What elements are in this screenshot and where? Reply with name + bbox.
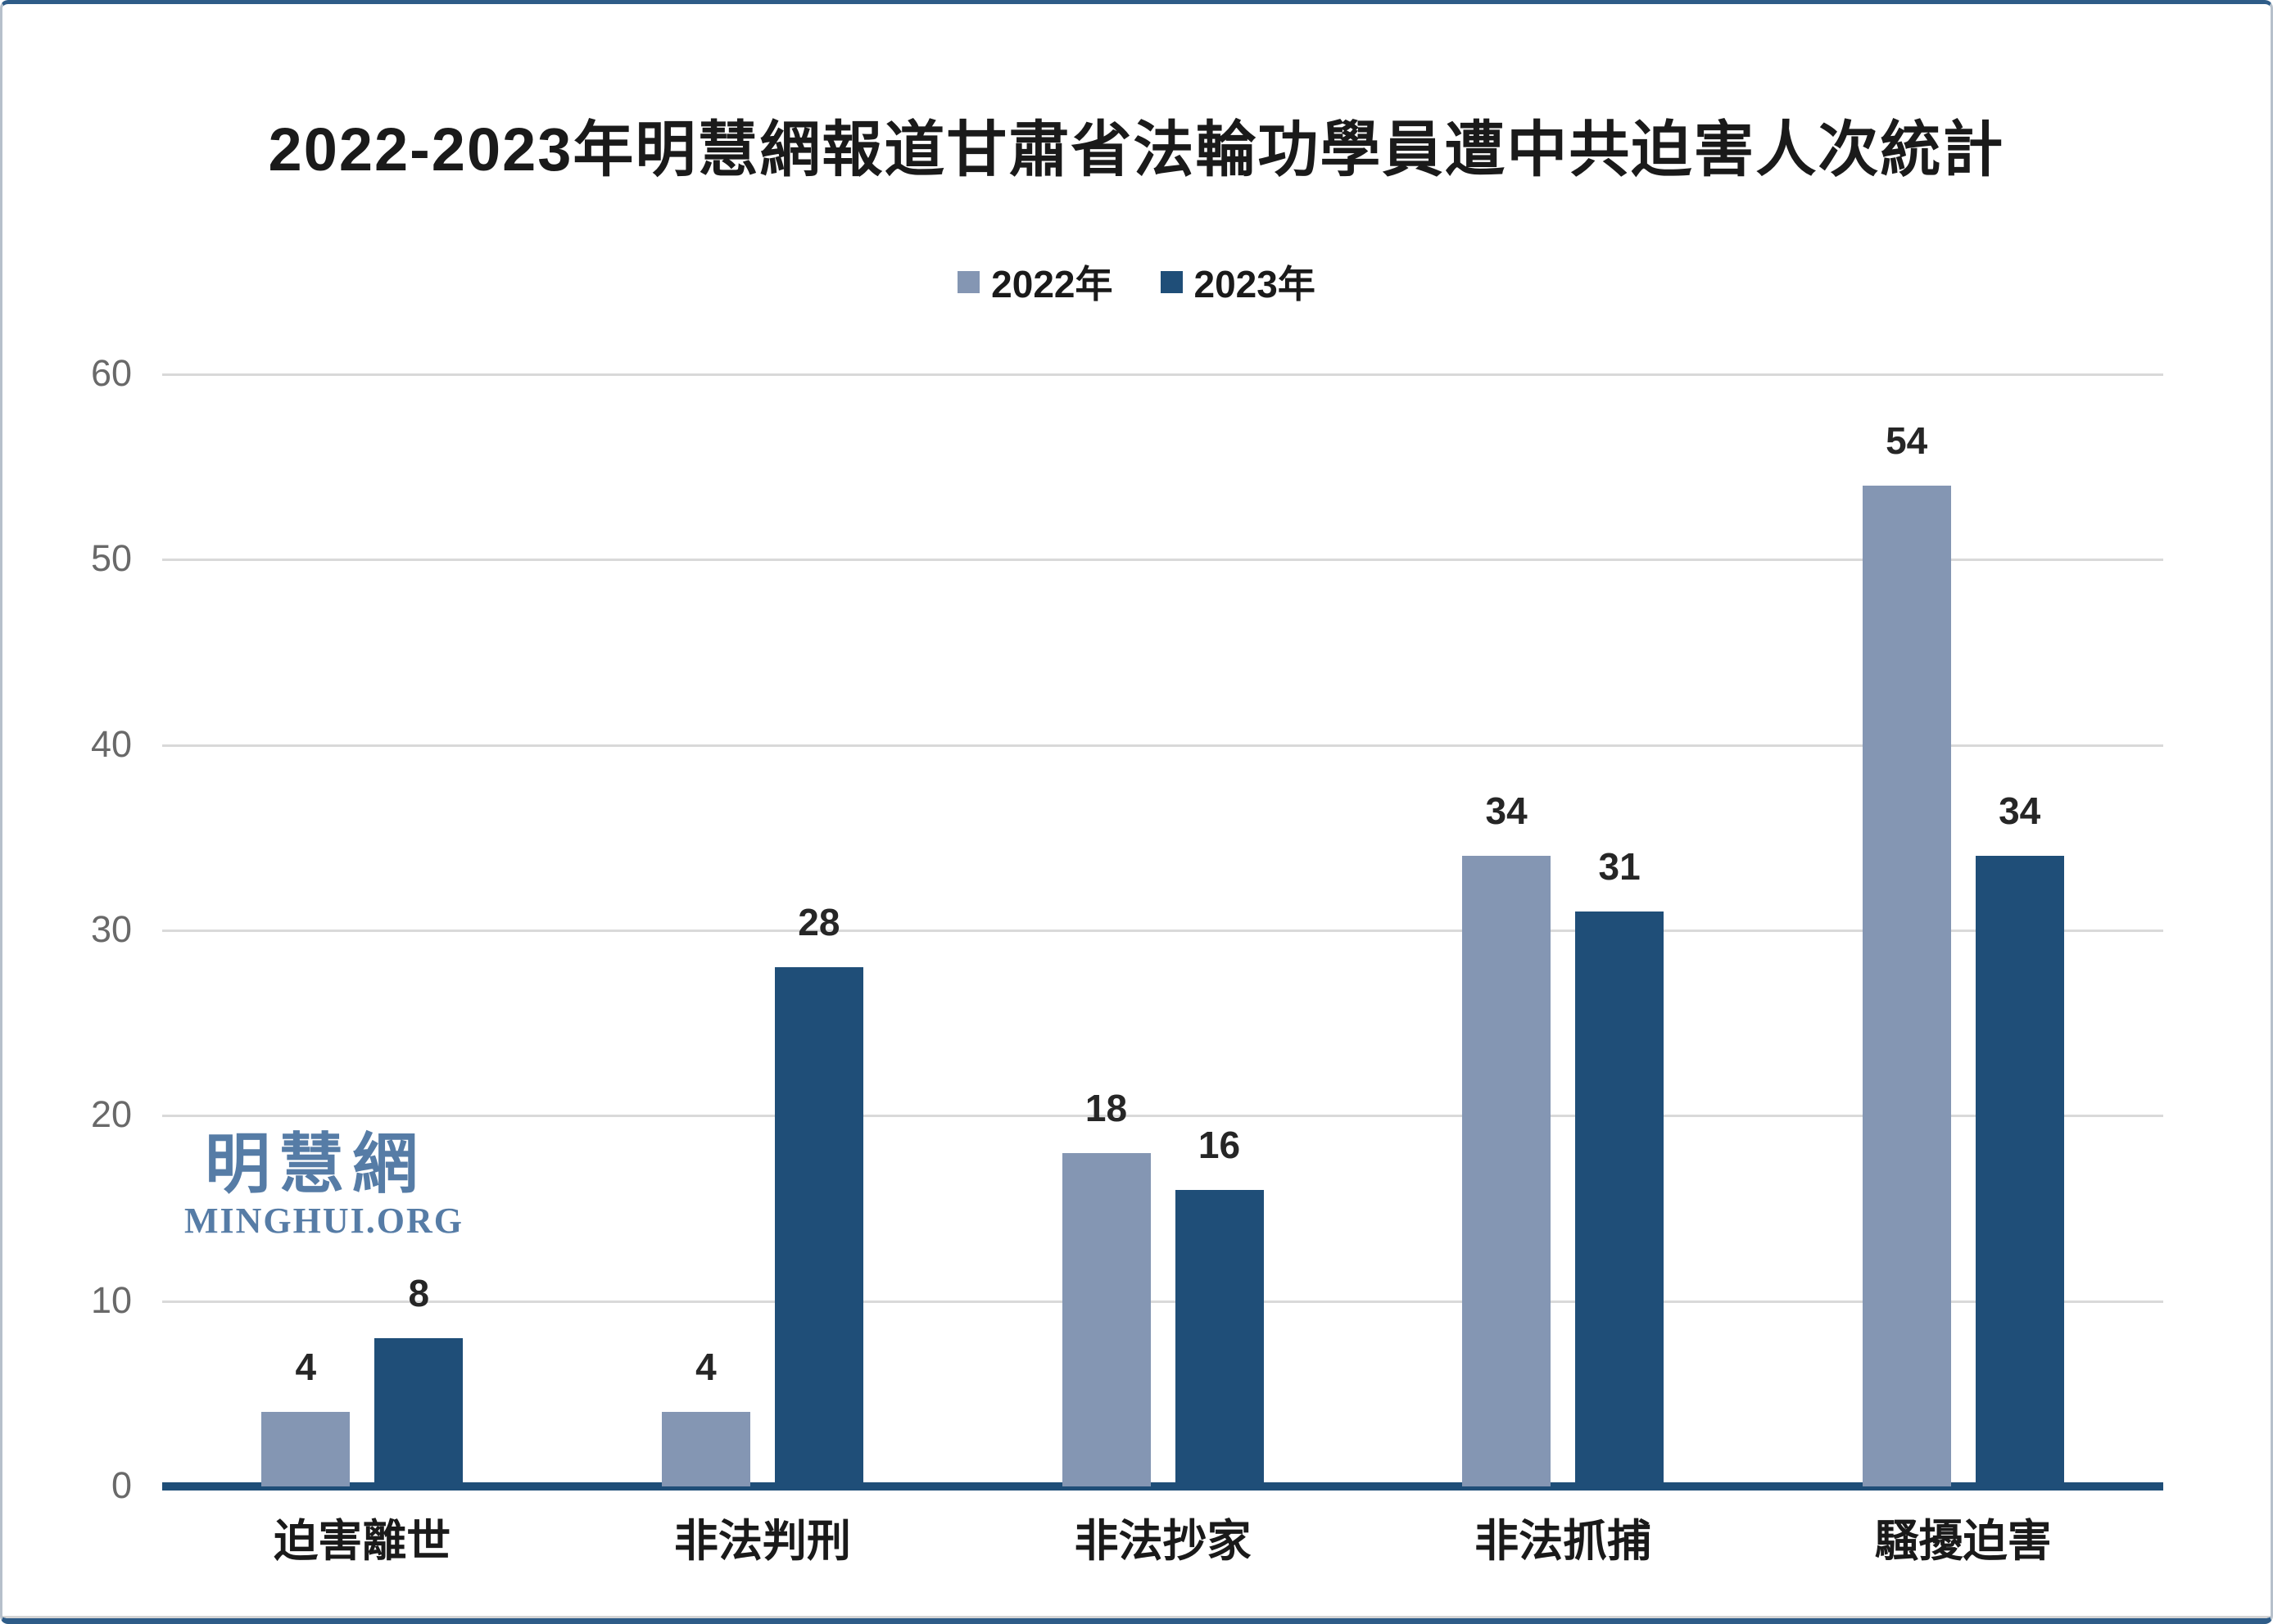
gridline [162, 373, 2163, 376]
gridline [162, 1115, 2163, 1118]
gridline [162, 744, 2163, 747]
bar-2022年-騷擾迫害 [1862, 485, 1951, 1486]
y-axis-tick-label: 60 [90, 352, 132, 394]
legend-label: 2023年 [1193, 263, 1315, 305]
x-axis-line [162, 1482, 2163, 1491]
bar-value-label: 4 [295, 1346, 317, 1389]
category-label: 迫害離世 [274, 1517, 451, 1566]
bar-2022年-迫害離世 [261, 1412, 351, 1486]
legend-item-2023: 2023年 [1160, 255, 1315, 309]
legend: 2022年 2023年 [2, 255, 2271, 309]
chart-title: 2022-2023年明慧網報道甘肅省法輪功學員遭中共迫害人次統計 [268, 115, 2005, 183]
y-axis-tick-label: 50 [90, 537, 132, 580]
bar-2022年-非法抓捕 [1462, 856, 1551, 1486]
watermark-cjk-text: 明慧網 [205, 1128, 426, 1201]
bar-2023年-非法抓捕 [1575, 912, 1664, 1486]
legend-label: 2022年 [991, 263, 1113, 305]
legend-swatch-icon [1160, 270, 1183, 293]
category-label: 騷擾迫害 [1874, 1517, 2052, 1566]
y-axis-tick-label: 10 [90, 1278, 132, 1321]
category-label: 非法抓捕 [1474, 1517, 1652, 1566]
bar-value-label: 8 [408, 1271, 430, 1314]
minghui-watermark: 明慧網 MINGHUI.ORG [184, 1128, 464, 1241]
gridline [162, 1300, 2163, 1303]
bar-2022年-非法抄家 [1062, 1152, 1151, 1486]
chart-plot: 0 10 20 30 40 50 60 4 8 迫害離世 4 28 非法判刑 18 16 非法抄家 34 31 非法… [2, 4, 2271, 1618]
bar-2023年-非法判刑 [774, 967, 863, 1486]
category-label: 非法抄家 [1074, 1517, 1252, 1566]
bar-value-label: 31 [1598, 845, 1641, 889]
y-axis-tick-label: 30 [90, 908, 132, 950]
frame-bottom-rule [2, 1616, 2271, 1618]
bar-value-label: 18 [1084, 1086, 1128, 1129]
y-axis-tick-label: 0 [111, 1464, 132, 1506]
gridline [162, 559, 2163, 562]
bar-value-label: 4 [695, 1346, 717, 1389]
y-axis-tick-label: 20 [90, 1093, 132, 1136]
bar-value-label: 16 [1198, 1123, 1241, 1166]
bar-2023年-非法抄家 [1175, 1189, 1264, 1486]
bar-value-label: 28 [798, 901, 840, 944]
category-label: 非法判刑 [673, 1517, 851, 1566]
bar-2022年-非法判刑 [661, 1412, 750, 1486]
y-axis-tick-label: 40 [90, 722, 132, 765]
watermark-latin-text: MINGHUI.ORG [184, 1201, 464, 1241]
bar-value-label: 34 [1485, 789, 1528, 833]
gridline [162, 930, 2163, 932]
bar-value-label: 34 [1999, 789, 2041, 833]
bar-2023年-迫害離世 [374, 1337, 464, 1486]
legend-item-2022: 2022年 [958, 255, 1113, 309]
legend-swatch-icon [958, 270, 980, 293]
bar-value-label: 54 [1886, 418, 1928, 462]
bar-2023年-騷擾迫害 [1975, 856, 2064, 1486]
